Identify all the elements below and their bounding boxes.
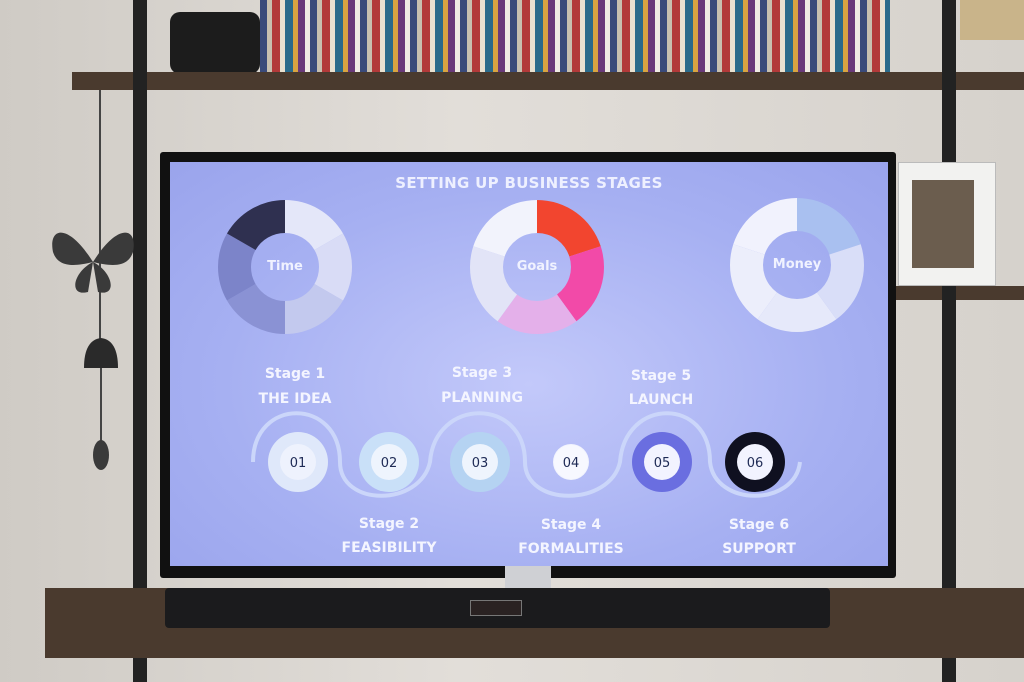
books-row [260, 0, 890, 76]
chain [99, 90, 101, 340]
stage-5-label: Stage 5 [630, 368, 692, 384]
left-pipe [133, 0, 147, 682]
tv-screen: SETTING UP BUSINESS STAGES Time Goals Mo… [170, 162, 888, 566]
box [960, 0, 1024, 40]
stage-number: 02 [381, 456, 398, 471]
stage-timeline: 01 02 03 04 05 06 [251, 411, 802, 498]
donut-segment [733, 198, 797, 255]
donut-segment [473, 200, 537, 257]
camera [170, 12, 260, 74]
donut-label-goals: Goals [516, 259, 558, 274]
stage-6-name: SUPPORT [722, 541, 796, 557]
side-shelf [895, 286, 1024, 300]
donut-segment [797, 198, 861, 255]
donut-label-time: Time [267, 259, 303, 274]
donut-segment [556, 246, 604, 322]
donut-segment [226, 200, 285, 250]
stage-4-circle: 04 [553, 444, 589, 480]
bell-ornament [84, 338, 118, 470]
stage-6-circle: 06 [725, 432, 785, 492]
donut-segment [757, 292, 837, 332]
stage-2-name: FEASIBILITY [341, 540, 437, 556]
stage-1-label: Stage 1 [264, 366, 326, 382]
donut-segment [537, 200, 601, 257]
soundbar-display [470, 600, 522, 616]
butterfly-ornament [52, 232, 134, 293]
stage-1-name: THE IDEA [258, 391, 332, 407]
stage-3-circle: 03 [450, 432, 510, 492]
wave-line [251, 411, 802, 498]
stage-number: 06 [747, 456, 764, 471]
stage-4-label: Stage 4 [540, 517, 602, 533]
stage-4-name: FORMALITIES [518, 541, 624, 557]
donut-segment [285, 284, 344, 334]
stage-5-name: LAUNCH [628, 392, 694, 408]
framed-photo [912, 180, 974, 268]
stage-6-label: Stage 6 [728, 517, 790, 533]
donut-segment [285, 200, 344, 250]
donut-segment [816, 244, 864, 320]
stage-3-name: PLANNING [441, 390, 523, 406]
donut-segment [497, 294, 577, 334]
slide-title: SETTING UP BUSINESS STAGES [395, 174, 663, 192]
stage-3-label: Stage 3 [451, 365, 513, 381]
stage-2-circle: 02 [359, 432, 419, 492]
stage-5-circle: 05 [632, 432, 692, 492]
stage-number: 01 [290, 456, 307, 471]
donut-segment [218, 233, 256, 301]
stage-number: 05 [654, 456, 671, 471]
stage-2-label: Stage 2 [358, 516, 420, 532]
stage-number: 03 [472, 456, 489, 471]
donut-charts [218, 198, 864, 334]
donut-segment [730, 244, 778, 320]
stage-number: 04 [563, 456, 580, 471]
stage-1-circle: 01 [268, 432, 328, 492]
top-shelf [72, 72, 1024, 90]
donut-segment [226, 284, 285, 334]
tv-stand [505, 566, 551, 588]
donut-segment [470, 246, 518, 322]
donut-segment [314, 233, 352, 301]
right-pipe [942, 0, 956, 682]
donut-label-money: Money [772, 257, 822, 272]
